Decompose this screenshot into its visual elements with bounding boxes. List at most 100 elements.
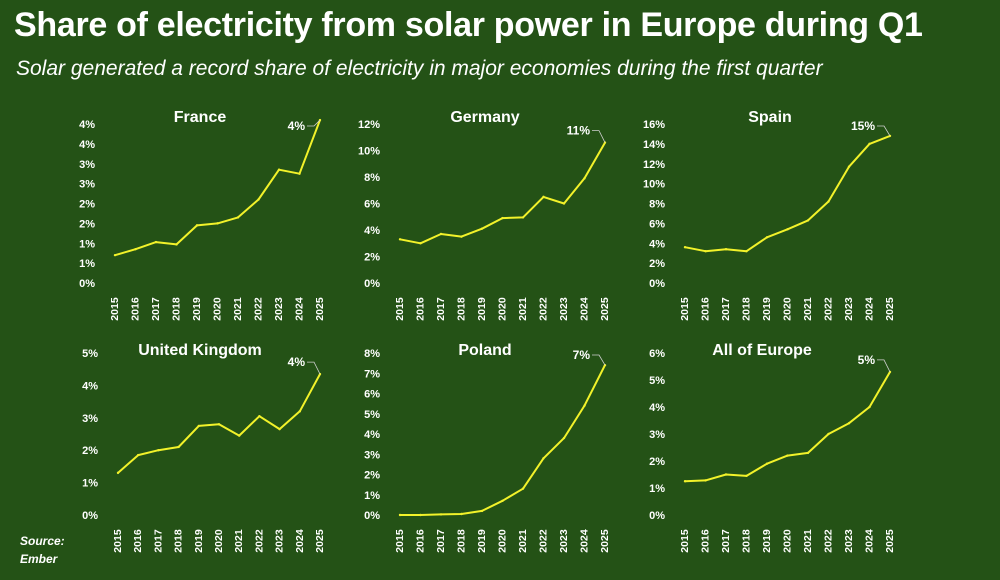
y-tick-label: 4% xyxy=(649,402,665,414)
data-point xyxy=(195,224,199,227)
y-tick-label: 12% xyxy=(358,119,380,131)
x-tick-label: 2019 xyxy=(476,529,488,553)
data-point xyxy=(724,248,728,251)
data-point xyxy=(847,422,851,425)
y-tick-label: 0% xyxy=(364,510,380,522)
x-tick-label: 2024 xyxy=(864,529,876,553)
y-tick-label: 2% xyxy=(649,456,665,468)
y-tick-label: 0% xyxy=(79,278,95,290)
x-tick-label: 2018 xyxy=(173,529,185,553)
data-point xyxy=(868,142,871,146)
y-tick-label: 3% xyxy=(82,413,98,425)
data-label-leader xyxy=(877,359,891,373)
chart-panel-3: United Kingdom 0% 1% 2% 3% 4% 5% 2015 2016 2017 20… xyxy=(82,342,326,553)
data-point xyxy=(134,248,137,251)
y-tick-label: 10% xyxy=(643,179,665,191)
x-tick-label: 2024 xyxy=(864,297,876,321)
data-point xyxy=(236,216,240,219)
data-point xyxy=(583,404,586,407)
x-tick-label: 2016 xyxy=(700,529,712,553)
x-tick-label: 2018 xyxy=(456,297,468,321)
data-point xyxy=(562,436,566,440)
data-point xyxy=(113,253,117,257)
data-point xyxy=(439,513,443,516)
y-tick-label: 2% xyxy=(79,199,95,211)
y-tick-label: 2% xyxy=(364,470,380,482)
source-note: Source: Ember xyxy=(20,532,65,568)
page-subtitle: Solar generated a record share of electr… xyxy=(16,57,823,80)
data-point xyxy=(439,232,443,236)
y-tick-label: 5% xyxy=(364,409,380,421)
data-point xyxy=(683,480,687,483)
y-tick-label: 4% xyxy=(79,139,95,151)
data-point xyxy=(278,427,281,431)
data-point xyxy=(480,227,484,230)
data-label: 4% xyxy=(288,119,306,133)
x-tick-label: 2020 xyxy=(497,297,509,321)
x-tick-label: 2019 xyxy=(761,529,773,553)
y-tick-label: 6% xyxy=(649,218,665,230)
x-tick-label: 2019 xyxy=(476,297,488,321)
data-label-leader xyxy=(592,354,606,366)
data-label: 5% xyxy=(858,353,876,367)
y-tick-label: 2% xyxy=(82,445,98,457)
y-tick-label: 3% xyxy=(364,449,380,461)
x-tick-label: 2023 xyxy=(843,529,855,553)
chart-panel-0: France 0% 1% 1% 2% 2% 3% 3% 4% 4% 2015 2016 2017 2018… xyxy=(79,109,326,321)
series-line xyxy=(684,371,891,483)
data-point xyxy=(398,238,402,241)
data-label-leader xyxy=(307,361,321,375)
y-tick-label: 0% xyxy=(82,510,98,522)
x-tick-label: 2023 xyxy=(273,297,285,321)
data-point xyxy=(583,177,586,180)
x-tick-label: 2021 xyxy=(232,297,244,321)
x-tick-label: 2022 xyxy=(253,297,265,321)
x-tick-label: 2025 xyxy=(884,297,896,321)
x-tick-label: 2023 xyxy=(274,529,286,553)
data-point xyxy=(806,451,810,455)
x-tick-label: 2025 xyxy=(599,529,611,553)
data-point xyxy=(217,423,221,426)
y-tick-label: 2% xyxy=(79,218,95,230)
y-tick-label: 10% xyxy=(358,146,380,158)
data-point xyxy=(827,200,830,203)
x-tick-label: 2022 xyxy=(823,297,835,321)
data-point xyxy=(257,198,260,201)
series-line xyxy=(684,134,891,253)
y-tick-label: 4% xyxy=(364,225,380,237)
x-tick-label: 2023 xyxy=(843,297,855,321)
data-point xyxy=(460,235,463,238)
data-point xyxy=(542,457,545,460)
x-tick-label: 2024 xyxy=(294,297,306,321)
data-point xyxy=(786,454,789,457)
data-point xyxy=(460,512,463,516)
data-point xyxy=(868,405,871,409)
y-tick-label: 2% xyxy=(649,258,665,270)
data-point xyxy=(724,473,728,476)
data-point xyxy=(786,228,789,231)
x-tick-label: 2016 xyxy=(700,297,712,321)
chart-title: Germany xyxy=(450,109,519,126)
y-tick-label: 0% xyxy=(364,278,380,290)
x-tick-label: 2024 xyxy=(579,529,591,553)
chart-title: Poland xyxy=(458,342,511,359)
data-point xyxy=(765,236,769,239)
data-point xyxy=(175,243,178,246)
data-point xyxy=(542,195,545,199)
x-tick-label: 2018 xyxy=(741,529,753,553)
data-label-leader xyxy=(592,130,606,143)
data-point xyxy=(197,424,200,428)
y-tick-label: 4% xyxy=(79,119,95,131)
data-point xyxy=(827,432,830,436)
series-line xyxy=(399,142,606,245)
y-tick-label: 4% xyxy=(364,429,380,441)
x-tick-label: 2025 xyxy=(599,297,611,321)
x-tick-label: 2025 xyxy=(884,529,896,553)
data-point xyxy=(480,509,484,513)
x-tick-label: 2022 xyxy=(253,529,265,553)
source-name: Ember xyxy=(20,552,58,566)
chart-title: United Kingdom xyxy=(138,342,262,359)
x-tick-label: 2024 xyxy=(294,529,306,553)
data-point xyxy=(521,487,525,490)
